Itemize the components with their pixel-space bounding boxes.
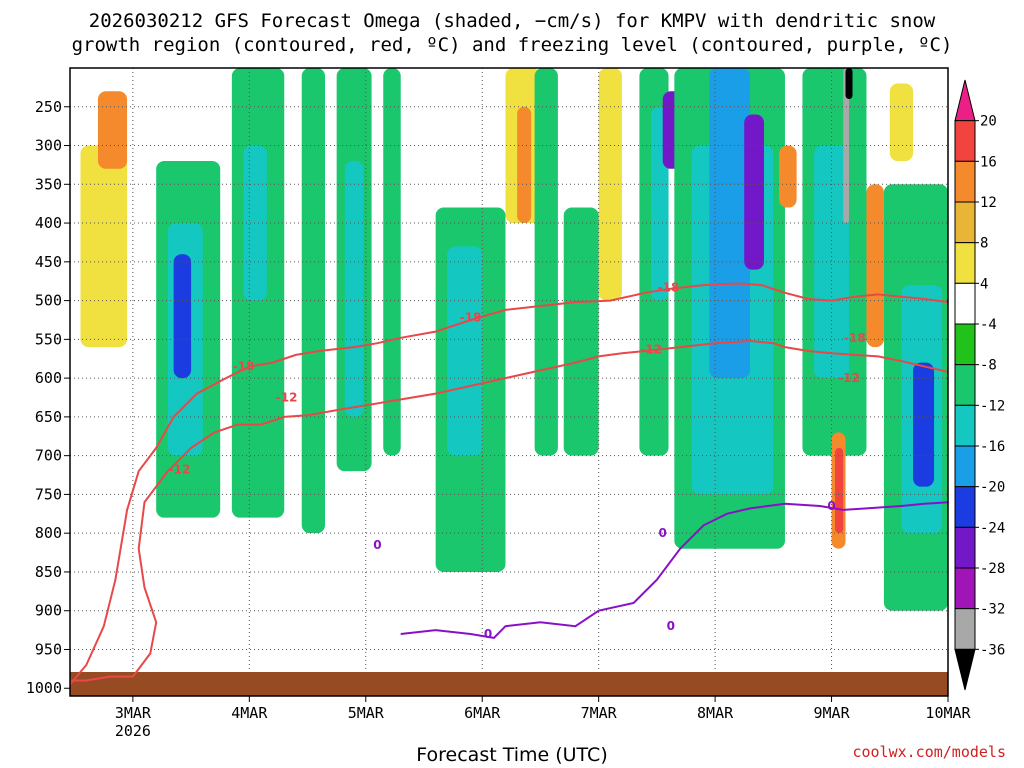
omega-shaded-region (80, 145, 128, 348)
contour-label: -18 (460, 311, 482, 325)
contour-label: -18 (233, 359, 255, 373)
colorbar-label: -28 (980, 561, 1005, 577)
omega-shaded-region (344, 161, 364, 417)
omega-shaded-region (173, 254, 192, 379)
contour-line-minus18 (70, 282, 948, 686)
contour-label: 0 (373, 538, 381, 552)
colorbar-label: -16 (980, 439, 1005, 455)
colorbar-label: 16 (980, 154, 997, 170)
colorbar-label: 4 (980, 276, 988, 292)
colorbar-swatch (954, 364, 976, 406)
omega-shaded-region (383, 68, 401, 456)
contour-line-0 (400, 501, 948, 639)
omega-shaded-region (517, 106, 532, 224)
y-tick-label: 900 (35, 602, 62, 620)
colorbar: 20 16 12 8 4 -4 -8 -12 -16 -20 -24 -28 -32 -36 (954, 79, 1005, 691)
colorbar-label: -24 (980, 520, 1005, 536)
x-tick-label: 3MAR (115, 704, 152, 722)
y-tick-label: 300 (35, 137, 62, 155)
credit-text: coolwx.com/models (852, 743, 1006, 761)
y-tick-label: 450 (35, 253, 62, 271)
contour-label: 0 (667, 619, 675, 633)
colorbar-swatch (954, 201, 976, 244)
contour-label: -12 (838, 371, 860, 385)
colorbar-swatch (954, 445, 976, 488)
colorbar-swatch (954, 242, 976, 284)
y-tick-label: 400 (35, 214, 62, 232)
chart-title-line-2: growth region (contoured, red, ºC) and f… (71, 34, 953, 56)
y-tick-label: 1000 (26, 679, 62, 697)
omega-shaded-region (866, 184, 884, 348)
colorbar-swatch (954, 79, 976, 122)
colorbar-swatch (954, 608, 976, 650)
y-tick-label: 750 (35, 485, 62, 503)
y-tick-label: 350 (35, 175, 62, 193)
omega-shaded-region (814, 145, 850, 379)
contour-line-minus12 (70, 339, 948, 682)
omega-shaded-region (447, 246, 483, 456)
y-tick-label: 850 (35, 563, 62, 581)
colorbar-label: 12 (980, 195, 997, 211)
x-tick-label: 10MAR (925, 704, 971, 722)
contour-label: -12 (640, 342, 662, 356)
colorbar-swatch (954, 567, 976, 610)
x-axis-title: Forecast Time (UTC) (416, 744, 608, 766)
x-tick-label: 7MAR (581, 704, 618, 722)
y-tick-label: 700 (35, 447, 62, 465)
y-tick-label: 250 (35, 98, 62, 116)
colorbar-label: 8 (980, 236, 988, 252)
y-tick-label: 550 (35, 330, 62, 348)
chart-title-line-1: 2026030212 GFS Forecast Omega (shaded, −… (88, 10, 936, 32)
colorbar-label: -8 (980, 358, 997, 374)
colorbar-label: -32 (980, 602, 1005, 618)
omega-shaded-region (845, 68, 853, 100)
colorbar-swatch (954, 160, 976, 203)
ground-strip (70, 672, 948, 696)
colorbar-swatch (954, 120, 976, 162)
colorbar-swatch (954, 526, 976, 569)
omega-shaded-region (301, 68, 326, 534)
contour-label: -18 (844, 331, 866, 345)
colorbar-label: -36 (980, 642, 1005, 658)
colorbar-label: -4 (980, 317, 997, 333)
y-tick-label: 600 (35, 369, 62, 387)
x-tick-label: 6MAR (464, 704, 501, 722)
omega-shaded-region (913, 362, 935, 487)
plot-frame (69, 67, 949, 697)
x-tick-label: 8MAR (697, 704, 734, 722)
contour-label: 0 (827, 499, 835, 513)
y-tick-label: 500 (35, 292, 62, 310)
omega-shaded-region (889, 83, 914, 162)
x-tick-label: 4MAR (231, 704, 268, 722)
colorbar-swatch (954, 323, 976, 366)
y-tick-label: 650 (35, 408, 62, 426)
plot-area: -18 -12 -18 -12 -18 -12 -18 -12 0 0 0 0 0 (70, 68, 948, 696)
y-tick-label: 950 (35, 640, 62, 658)
omega-shaded-region (709, 68, 751, 379)
colorbar-swatch (954, 282, 976, 325)
omega-shaded-region (97, 91, 128, 169)
colorbar-label: -20 (980, 480, 1005, 496)
omega-shaded-region (563, 207, 599, 456)
omega-shaded-region (779, 145, 797, 208)
colorbar-swatch (954, 486, 976, 528)
colorbar-label: -12 (980, 398, 1005, 414)
colorbar-swatch (954, 404, 976, 447)
contour-label: -12 (169, 463, 191, 477)
omega-shaded-region (744, 114, 765, 270)
x-tick-label: 9MAR (813, 704, 850, 722)
colorbar-swatch (954, 648, 976, 691)
contour-label: -12 (276, 391, 298, 405)
x-tick-sublabel: 2026 (115, 722, 151, 740)
x-tick-label: 5MAR (348, 704, 385, 722)
contour-label: 0 (484, 627, 492, 641)
omega-shaded-region (835, 447, 844, 534)
y-tick-label: 800 (35, 524, 62, 542)
contour-label: 0 (659, 526, 667, 540)
contour-label: -18 (658, 280, 680, 294)
colorbar-label: 20 (980, 114, 997, 130)
